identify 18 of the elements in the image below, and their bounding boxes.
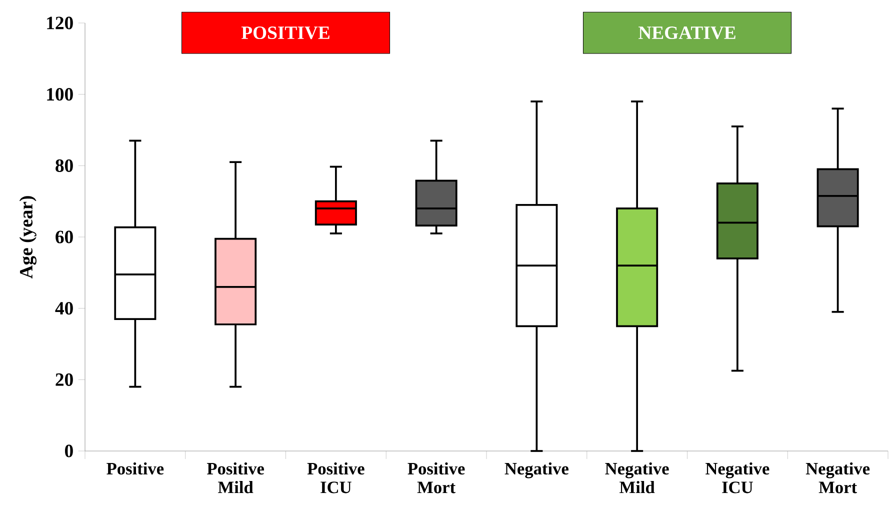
annotation: POSITIVE bbox=[241, 26, 330, 40]
x-tick-label: Negative Mort bbox=[806, 462, 870, 494]
x-tick-label: Positive ICU bbox=[307, 462, 364, 494]
x-tick-label: Positive Mort bbox=[408, 462, 465, 494]
x-tick-label: Negative ICU bbox=[706, 462, 770, 494]
x-tick-label: Negative bbox=[504, 462, 568, 478]
x-tick-label: Positive bbox=[106, 462, 164, 475]
annotation: NEGATIVE bbox=[638, 26, 736, 40]
y-tick-label: 0 bbox=[65, 444, 73, 458]
y-tick-label: 20 bbox=[56, 373, 73, 386]
y-axis-title: Age (year) bbox=[19, 196, 36, 279]
y-tick-label: 40 bbox=[55, 302, 73, 315]
x-tick-label: Positive Mild bbox=[206, 462, 264, 494]
y-tick-label: 80 bbox=[56, 159, 73, 172]
x-tick-label: Negative Mild bbox=[605, 462, 669, 494]
y-tick-label: 60 bbox=[56, 230, 73, 244]
y-tick-label: 120 bbox=[47, 16, 73, 30]
y-tick-label: 100 bbox=[47, 88, 73, 101]
